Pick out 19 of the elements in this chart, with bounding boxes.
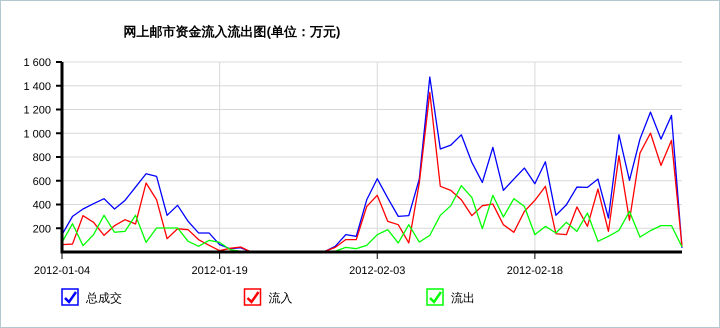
y-tick-label: 600 <box>32 176 51 188</box>
x-tick-label: 2012-01-04 <box>34 265 90 277</box>
legend-label: 流入 <box>268 291 292 305</box>
y-tick-label: 800 <box>32 152 51 164</box>
y-tick-label: 1 000 <box>23 128 51 140</box>
y-tick-label: 1 600 <box>23 57 51 69</box>
y-tick-label: 1 200 <box>23 104 51 116</box>
x-tick-label: 2012-01-19 <box>191 265 248 277</box>
legend-label: 流出 <box>451 291 475 305</box>
y-tick-label: 200 <box>32 223 51 236</box>
legend-label: 总成交 <box>85 291 122 305</box>
x-tick-label: 2012-02-03 <box>349 265 406 277</box>
legend-item: 总成交 <box>61 288 122 306</box>
x-tick-label: 2012-02-18 <box>506 265 564 277</box>
y-tick-label: 1 400 <box>23 80 51 93</box>
legend-item: 流出 <box>426 288 475 306</box>
legend-item: 流入 <box>244 288 292 306</box>
y-tick-label: 400 <box>32 200 51 212</box>
chart-title: 网上邮市资金流入流出图(单位：万元) <box>124 24 340 39</box>
